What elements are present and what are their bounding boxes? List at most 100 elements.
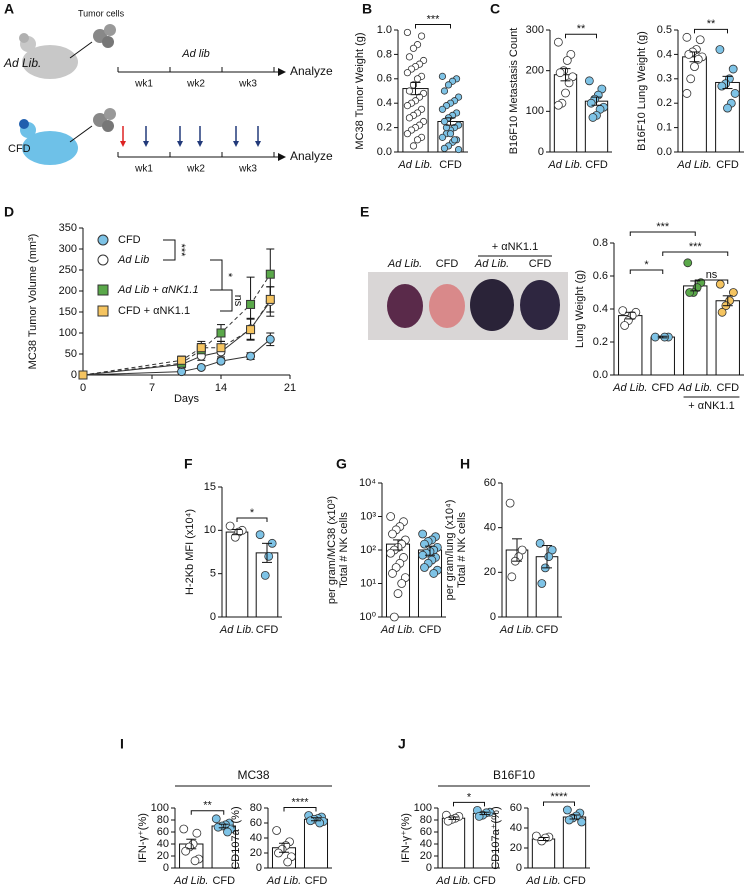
- data-point: [246, 351, 256, 361]
- schematic-label: Tumor cells: [78, 8, 125, 18]
- data-point: [440, 144, 449, 152]
- data-point: [562, 56, 572, 65]
- photo-label: CFD: [529, 258, 552, 270]
- y-axis-label: Total # NK cells: [338, 512, 350, 588]
- data-point: [723, 103, 732, 113]
- data-point: [418, 529, 428, 539]
- y-tick-label: 300: [59, 243, 77, 255]
- y-axis-label: B16F10 Metastasis Count: [508, 28, 520, 155]
- data-point: [409, 142, 418, 150]
- data-point: [405, 114, 414, 122]
- group-title: MC38: [237, 768, 269, 782]
- x-tick-label: CFD: [419, 624, 442, 636]
- y-axis-label: per gram/MC38 (x10³): [326, 496, 338, 604]
- significance-bracket: [662, 251, 729, 256]
- photo-label: Ad Lib.: [474, 258, 509, 270]
- y-tick-label: 0.0: [377, 146, 392, 158]
- y-tick-label: 200: [59, 285, 77, 297]
- x-tick-label: CFD: [473, 875, 496, 887]
- y-axis-label: Total # NK cells: [456, 512, 468, 588]
- data-point: [272, 826, 282, 835]
- significance-label: **: [203, 800, 212, 812]
- x-tick-label: CFD: [585, 159, 608, 171]
- data-point: [211, 814, 221, 824]
- x-tick-label: CFD: [212, 875, 235, 887]
- data-point: [683, 258, 693, 268]
- group-title: B16F10: [493, 768, 535, 782]
- panel-label: B: [362, 1, 372, 17]
- y-tick-label: 10²: [360, 544, 376, 556]
- x-tick-label: CFD: [256, 624, 279, 636]
- x-tick-label: CFD: [716, 382, 739, 394]
- y-tick-label: 80: [420, 814, 432, 826]
- data-point: [386, 512, 396, 521]
- data-point: [386, 548, 396, 558]
- y-tick-label: 15: [204, 481, 216, 493]
- data-point: [413, 75, 422, 83]
- data-point: [409, 44, 418, 52]
- significance-label: ns: [706, 269, 718, 281]
- arrow-head: [197, 141, 203, 147]
- legend-marker: [97, 234, 109, 246]
- data-point: [561, 88, 570, 98]
- x-tick-label: Ad Lib.: [525, 875, 560, 887]
- significance-label: *: [250, 507, 255, 519]
- y-axis-label: MC38 Tumor Weight (g): [354, 32, 366, 149]
- y-tick-label: 10¹: [360, 577, 376, 589]
- data-point: [686, 74, 696, 84]
- x-tick-label: CFD: [716, 159, 739, 171]
- data-point: [620, 321, 630, 330]
- y-tick-label: 40: [484, 522, 496, 534]
- panel-label: G: [336, 456, 347, 472]
- significance-label: *: [644, 259, 649, 271]
- y-tick-label: 0.3: [657, 73, 672, 85]
- legend-marker: [97, 305, 109, 317]
- week-label: wk1: [134, 79, 153, 90]
- data-point: [588, 113, 598, 122]
- y-tick-label: 0.0: [657, 146, 672, 158]
- significance-bracket: [629, 269, 664, 274]
- legend-marker: [97, 254, 109, 266]
- data-point: [403, 102, 412, 110]
- y-tick-label: 0: [210, 611, 216, 623]
- significance-label: ***: [175, 244, 187, 258]
- significance-bracket: [565, 33, 597, 39]
- data-point: [265, 334, 275, 344]
- significance-bracket: [283, 807, 317, 812]
- bar: [682, 56, 707, 153]
- y-tick-label: 150: [59, 306, 77, 318]
- data-point: [728, 288, 738, 297]
- y-tick-label: 60: [420, 826, 432, 838]
- y-axis-label: B16F10 Lung Weight (g): [636, 31, 648, 151]
- data-point: [438, 133, 447, 141]
- legend-marker: [97, 284, 109, 296]
- y-tick-label: 10³: [360, 510, 376, 522]
- group-label: + αNK1.1: [688, 400, 734, 412]
- x-tick-label: CFD: [305, 875, 328, 887]
- data-point: [196, 362, 206, 372]
- x-tick-label: 21: [284, 382, 296, 394]
- x-tick-label: Ad Lib.: [219, 624, 254, 636]
- significance-bracket: [163, 239, 176, 261]
- y-tick-label: 0: [516, 862, 522, 874]
- significance-label: ***: [656, 221, 670, 233]
- y-tick-label: 0.2: [657, 97, 672, 109]
- bar: [650, 336, 675, 376]
- data-point: [397, 579, 407, 588]
- lung-photo: [368, 272, 568, 340]
- data-point: [265, 269, 275, 279]
- data-point: [446, 130, 455, 138]
- data-point: [265, 294, 275, 304]
- data-point: [454, 145, 463, 154]
- significance-label: *: [222, 273, 234, 278]
- data-point: [728, 64, 738, 74]
- y-tick-label: 0.2: [377, 122, 392, 134]
- legend-label: Ad Lib: [117, 254, 149, 266]
- significance-bracket: [453, 801, 485, 807]
- data-point: [393, 589, 403, 598]
- y-tick-label: 5: [210, 568, 216, 580]
- group-label: Ad Lib.: [3, 56, 41, 70]
- endpoint-label: Analyze: [290, 64, 333, 78]
- y-tick-label: 350: [59, 222, 77, 234]
- data-point: [715, 45, 725, 54]
